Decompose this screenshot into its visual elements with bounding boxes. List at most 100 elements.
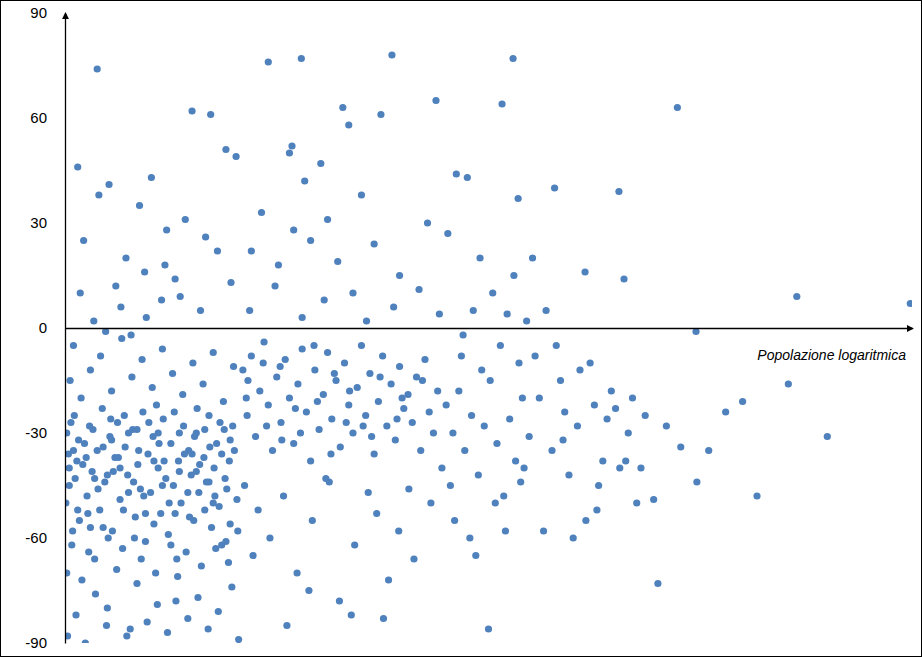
point — [147, 489, 154, 496]
point — [210, 464, 217, 471]
point — [551, 184, 558, 191]
point — [396, 272, 403, 279]
point — [121, 412, 128, 419]
point — [139, 408, 146, 415]
point — [108, 387, 115, 394]
point — [331, 370, 338, 377]
point — [540, 527, 547, 534]
point — [229, 422, 236, 429]
y-tick-label: -60 — [25, 529, 47, 546]
point — [565, 471, 572, 478]
point — [77, 289, 84, 296]
point — [286, 149, 293, 156]
point — [458, 352, 465, 359]
point — [205, 478, 212, 485]
point — [83, 492, 90, 499]
point — [358, 342, 365, 349]
point — [95, 191, 102, 198]
point — [393, 415, 400, 422]
point — [526, 433, 533, 440]
point — [231, 447, 238, 454]
point — [235, 636, 242, 643]
point — [531, 352, 538, 359]
point — [345, 121, 352, 128]
point — [194, 594, 201, 601]
y-tick-label: -30 — [25, 424, 47, 441]
point — [317, 160, 324, 167]
point — [150, 457, 157, 464]
point — [265, 401, 272, 408]
point — [225, 559, 232, 566]
point — [515, 195, 522, 202]
point — [358, 191, 365, 198]
point — [277, 419, 284, 426]
point — [599, 457, 606, 464]
point — [436, 310, 443, 317]
point — [244, 377, 251, 384]
point — [395, 527, 402, 534]
point — [103, 622, 110, 629]
point — [559, 436, 566, 443]
point — [299, 314, 306, 321]
point — [434, 387, 441, 394]
point — [140, 492, 147, 499]
point — [449, 429, 456, 436]
point — [78, 576, 85, 583]
point — [625, 429, 632, 436]
point — [220, 398, 227, 405]
point — [152, 569, 159, 576]
point — [164, 629, 171, 636]
point — [148, 174, 155, 181]
point — [125, 429, 132, 436]
point — [492, 499, 499, 506]
point — [677, 443, 684, 450]
point — [327, 450, 334, 457]
point — [349, 289, 356, 296]
point — [210, 499, 217, 506]
point — [260, 338, 267, 345]
point — [405, 485, 412, 492]
point — [476, 254, 483, 261]
point — [67, 419, 74, 426]
point — [222, 538, 229, 545]
point — [117, 303, 124, 310]
point — [478, 366, 485, 373]
point — [464, 174, 471, 181]
point — [466, 534, 473, 541]
point — [443, 401, 450, 408]
point — [90, 317, 97, 324]
point — [70, 447, 77, 454]
point — [255, 506, 262, 513]
point — [154, 601, 161, 608]
y-tick-label: 0 — [39, 319, 47, 336]
point — [159, 482, 166, 489]
point — [907, 300, 912, 307]
point — [213, 440, 220, 447]
point — [223, 485, 230, 492]
point — [557, 377, 564, 384]
point — [415, 286, 422, 293]
point — [570, 534, 577, 541]
point — [72, 475, 79, 482]
point — [470, 307, 477, 314]
point — [167, 440, 174, 447]
point — [249, 552, 256, 559]
point — [66, 482, 73, 489]
point — [161, 261, 168, 268]
point — [345, 401, 352, 408]
point — [144, 450, 151, 457]
point — [195, 489, 202, 496]
point — [424, 219, 431, 226]
x-axis — [66, 328, 913, 329]
chart-frame — [1, 1, 922, 657]
point — [184, 489, 191, 496]
point — [87, 366, 94, 373]
point — [153, 401, 160, 408]
point — [753, 492, 760, 499]
point — [188, 107, 195, 114]
point — [76, 517, 83, 524]
point — [116, 464, 123, 471]
point — [244, 412, 251, 419]
point — [472, 552, 479, 559]
point — [383, 422, 390, 429]
